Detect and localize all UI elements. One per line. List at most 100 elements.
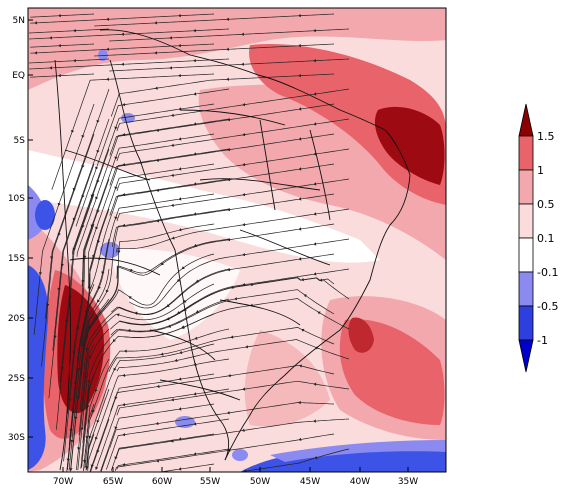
streamline: [109, 103, 335, 156]
colorbar-segment: [518, 237, 534, 273]
streamline-arrow: [73, 29, 76, 33]
streamline-arrow: [66, 458, 70, 462]
streamline: [116, 148, 350, 192]
streamline: [30, 43, 95, 48]
streamline: [82, 208, 230, 348]
streamline: [243, 448, 350, 472]
streamline-arrow: [46, 303, 50, 307]
streamline-arrow: [113, 367, 117, 371]
streamline: [116, 118, 350, 162]
streamline-arrow: [193, 452, 197, 456]
streamline-arrow: [49, 66, 53, 70]
streamline-arrow: [34, 51, 38, 55]
streamline-arrow: [301, 328, 305, 332]
border-states-1: [199, 178, 321, 191]
streamline-arrow: [313, 382, 317, 386]
streamline: [75, 88, 230, 227]
streamline-arrow: [87, 380, 91, 384]
streamline-arrow: [58, 44, 61, 48]
streamline-arrow: [178, 167, 182, 171]
coastline-north: [99, 29, 259, 76]
streamline-arrow: [178, 228, 182, 232]
streamline-arrow: [121, 62, 124, 66]
streamline-arrow: [76, 396, 80, 400]
streamline-arrow: [193, 422, 197, 426]
streamline-arrow: [298, 137, 302, 141]
red-region-atlantic-north: [249, 44, 446, 205]
streamline-arrow: [68, 398, 72, 402]
streamline-arrow: [72, 217, 76, 221]
streamline-arrow: [112, 338, 116, 343]
streamline: [29, 58, 110, 64]
streamline-arrow: [85, 336, 89, 340]
streamline-arrow: [298, 107, 302, 111]
streamline-arrow: [88, 355, 92, 359]
streamline-arrow: [313, 242, 317, 246]
streamline-arrow: [88, 435, 92, 439]
latitude-axis: 5N EQ 5S 10S 15S 20S 25S 30S: [8, 16, 33, 443]
streamline-arrow: [81, 194, 85, 198]
colorbar: 1.5 1 0.5 0.1 -0.1 -0.5 -1: [518, 103, 558, 373]
streamline-arrow: [122, 462, 126, 467]
streamline-arrow: [193, 392, 197, 396]
colorbar-label: -1: [537, 334, 548, 347]
streamline-arrow: [105, 289, 109, 293]
lat-label: 10S: [8, 194, 25, 204]
streamline-arrow: [122, 102, 126, 107]
streamline-arrow: [227, 268, 231, 272]
colorbar-segment: [518, 203, 534, 239]
streamline: [82, 298, 230, 444]
streamline-arrow: [73, 59, 76, 63]
lon-label: 40W: [350, 477, 370, 487]
streamline-arrow: [230, 335, 234, 339]
streamline-arrow: [226, 411, 230, 415]
streamline-arrow: [234, 297, 238, 301]
streamline-arrow: [60, 263, 64, 267]
streamline: [80, 193, 215, 347]
streamline-arrow: [122, 432, 126, 437]
streamline: [48, 163, 95, 399]
light-blue-band-south: [270, 440, 446, 462]
streamline-arrow: [134, 311, 138, 315]
streamline-arrow: [57, 232, 61, 236]
streamline-arrow: [181, 325, 186, 329]
streamline: [94, 13, 335, 27]
colorbar-label: -0.5: [537, 300, 558, 313]
streamline-arrow: [122, 373, 126, 377]
streamline-arrow: [155, 421, 159, 426]
streamline-arrow: [194, 336, 198, 340]
streamline-arrow: [298, 44, 301, 48]
streamline-arrow: [96, 449, 100, 453]
streamline-arrow: [129, 268, 133, 273]
streamline: [95, 388, 230, 470]
streamline-arrow: [121, 32, 124, 36]
dark-red-core-atlantic-south: [348, 317, 374, 353]
streamline-arrow: [181, 266, 185, 270]
streamline: [78, 283, 215, 436]
colorbar-label: 0.1: [537, 232, 555, 245]
streamline-arrow: [81, 134, 85, 138]
streamline-arrow: [313, 212, 317, 216]
neutral-band: [28, 150, 380, 263]
streamline-arrow: [313, 92, 317, 96]
streamline: [100, 403, 215, 472]
streamline-arrow: [49, 36, 53, 40]
streamline-arrow: [38, 272, 42, 276]
streamline: [110, 433, 215, 472]
streamline: [105, 418, 230, 470]
streamline-arrow: [313, 272, 317, 276]
streamline-arrow: [70, 439, 74, 443]
blue-region-west-coast: [28, 265, 49, 470]
streamline-arrow: [195, 279, 200, 283]
streamline-arrow: [88, 286, 92, 290]
streamline: [55, 193, 95, 430]
colorbar-label: 1.5: [537, 130, 555, 143]
border-states-5: [309, 129, 331, 221]
streamline-arrow: [227, 373, 231, 378]
lat-label: 30S: [8, 433, 25, 443]
map-plot-area: [28, 8, 446, 472]
lat-label: 15S: [8, 254, 25, 264]
streamline: [63, 223, 95, 462]
streamline-arrow: [243, 469, 247, 472]
streamline-arrow: [178, 437, 182, 441]
